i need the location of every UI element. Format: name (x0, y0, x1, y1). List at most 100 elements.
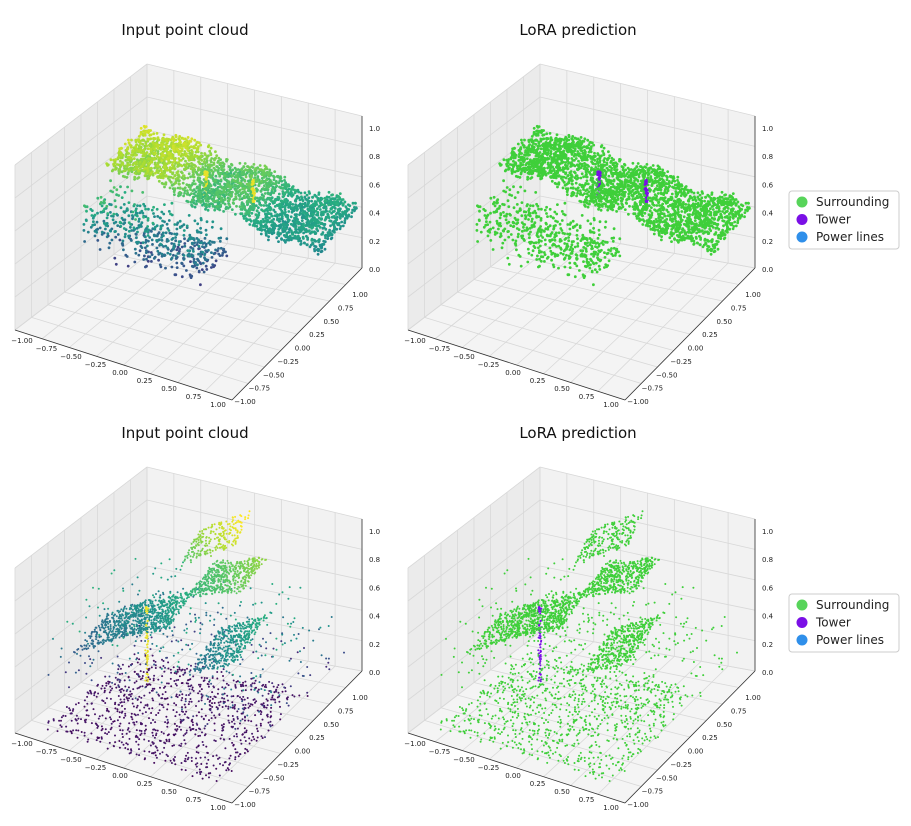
point (160, 210, 164, 214)
point (670, 181, 674, 185)
point (148, 143, 151, 147)
point (344, 205, 348, 209)
point (166, 246, 170, 250)
point (131, 163, 135, 167)
point (126, 172, 130, 176)
point (622, 186, 625, 190)
point (93, 234, 97, 238)
point (190, 157, 194, 161)
point (146, 177, 150, 181)
point (132, 226, 136, 230)
point (621, 165, 624, 169)
x-tick-label: −1.00 (404, 337, 425, 345)
point (107, 246, 111, 250)
point (278, 185, 281, 189)
point (147, 207, 150, 211)
point (144, 241, 148, 244)
point (96, 239, 100, 242)
x-tick-label: 0.75 (579, 393, 595, 401)
point (183, 242, 187, 245)
point (259, 203, 263, 207)
point (138, 160, 142, 164)
x-tick-label: −0.75 (429, 345, 450, 353)
point (136, 177, 139, 180)
y-tick-label: 0.50 (716, 318, 732, 326)
point (577, 159, 580, 163)
point (657, 201, 660, 205)
point (550, 138, 554, 142)
point (123, 175, 127, 179)
point (720, 203, 724, 207)
point (722, 202, 726, 205)
point (116, 224, 120, 228)
point (152, 132, 156, 136)
point (577, 163, 581, 167)
point (143, 230, 147, 233)
point (204, 164, 208, 168)
point (120, 242, 124, 246)
point (602, 153, 606, 157)
point (584, 173, 588, 177)
point (168, 166, 172, 169)
point (558, 140, 562, 144)
point (150, 253, 154, 256)
point (694, 211, 698, 215)
point (142, 148, 146, 152)
point (317, 216, 321, 220)
point (231, 201, 235, 205)
point (570, 141, 574, 145)
point (317, 191, 321, 195)
point (273, 210, 277, 214)
point (264, 230, 268, 233)
point (276, 204, 280, 208)
point (560, 152, 563, 156)
point (682, 201, 685, 204)
point (164, 174, 168, 177)
point (210, 225, 214, 229)
point (171, 163, 174, 167)
point (632, 181, 635, 185)
point (152, 205, 156, 209)
point (265, 182, 268, 186)
point (163, 185, 166, 189)
point (171, 176, 175, 180)
point (145, 244, 149, 248)
point (721, 210, 724, 213)
point (164, 266, 167, 270)
point (280, 238, 283, 241)
y-tick-label: 0.00 (688, 345, 704, 353)
point (192, 195, 196, 199)
point (316, 249, 320, 253)
point (162, 182, 165, 186)
point (166, 147, 170, 151)
point (343, 221, 347, 225)
point (549, 152, 553, 156)
point (191, 198, 194, 202)
point (600, 169, 604, 172)
point (240, 212, 244, 216)
point (337, 209, 340, 213)
point (253, 197, 257, 201)
point (131, 214, 134, 217)
point (687, 199, 691, 203)
point (694, 202, 698, 206)
point (285, 233, 289, 237)
point (211, 172, 215, 176)
point (171, 171, 175, 175)
point (207, 241, 211, 245)
point (323, 218, 327, 222)
point (185, 269, 188, 272)
point (318, 226, 322, 229)
point (255, 180, 259, 184)
point (532, 132, 536, 136)
point (250, 194, 254, 198)
point (136, 138, 140, 142)
point (137, 253, 141, 257)
point (292, 220, 296, 224)
point (138, 204, 142, 208)
point (582, 145, 586, 149)
point (293, 188, 296, 192)
point (700, 201, 703, 205)
point (612, 178, 616, 182)
point (727, 219, 731, 222)
